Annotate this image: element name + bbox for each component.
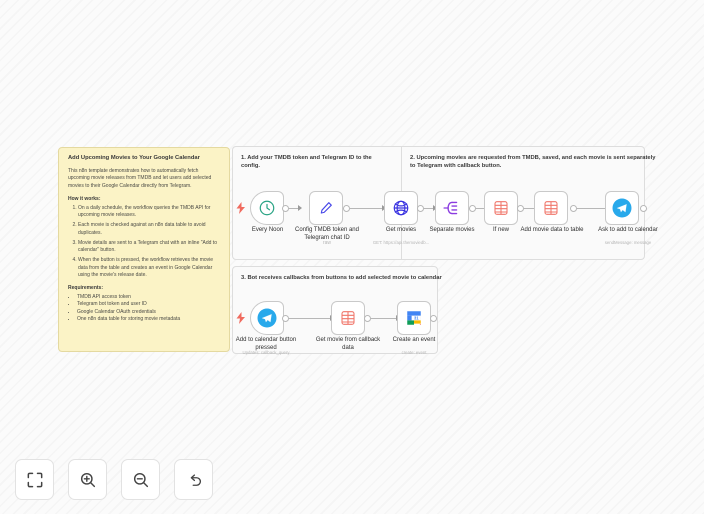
- svg-text:31: 31: [414, 316, 419, 321]
